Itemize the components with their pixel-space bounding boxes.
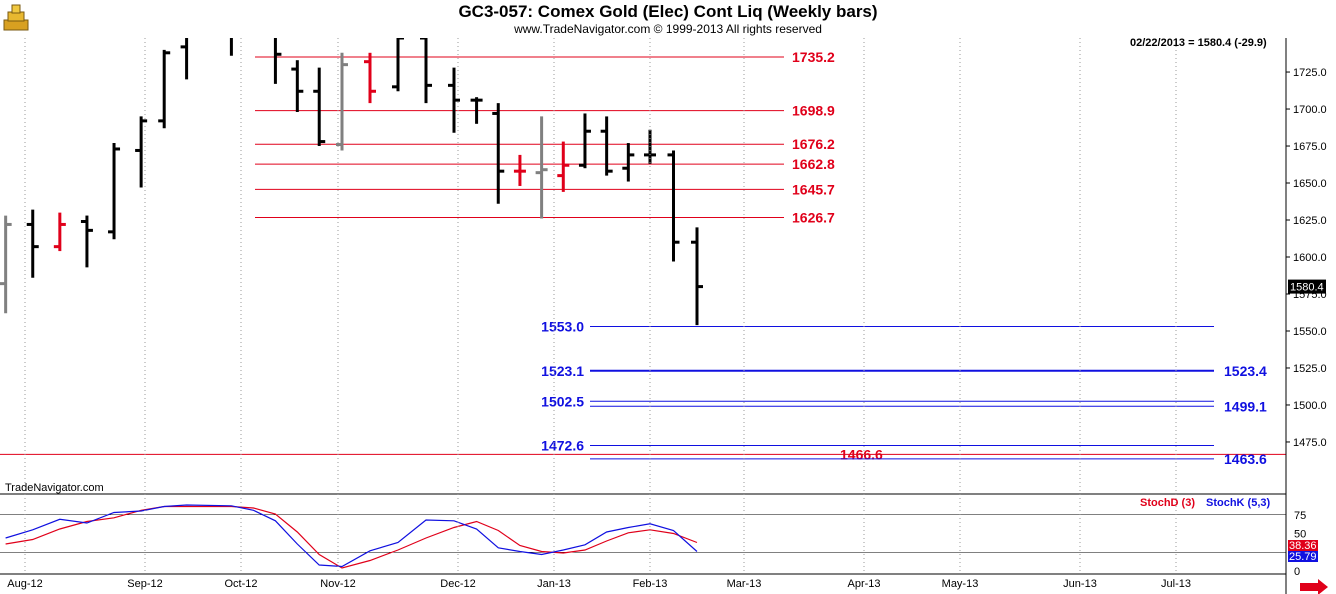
ohlc-bar[interactable] bbox=[667, 150, 680, 262]
ohlc-bar[interactable] bbox=[108, 143, 121, 240]
stoch-tick-label: 50 bbox=[1294, 529, 1306, 541]
ohlc-bar[interactable] bbox=[492, 103, 505, 204]
ohlc-bar[interactable] bbox=[225, 0, 237, 56]
y-tick-label: 1700.0 bbox=[1293, 104, 1327, 116]
ohlc-bar[interactable] bbox=[158, 49, 171, 129]
chart-title: GC3-057: Comex Gold (Elec) Cont Liq (Wee… bbox=[458, 2, 878, 21]
y-tick-label: 1725.0 bbox=[1293, 67, 1327, 79]
y-tick-label: 1600.0 bbox=[1293, 252, 1327, 264]
stochD-legend: StochD (3) bbox=[1140, 497, 1195, 509]
stoch-tick-label: 75 bbox=[1294, 510, 1306, 522]
support-right-label: 1463.6 bbox=[1224, 451, 1267, 467]
ohlc-bar[interactable] bbox=[448, 67, 460, 133]
y-tick-label: 1550.0 bbox=[1293, 326, 1327, 338]
last-price-flag bbox=[1288, 279, 1326, 294]
y-tick-label: 1675.0 bbox=[1293, 141, 1327, 153]
ohlc-bar[interactable] bbox=[420, 31, 432, 104]
x-tick-label: Aug-12 bbox=[7, 578, 42, 590]
ohlc-bar[interactable] bbox=[313, 67, 326, 147]
ohlc-bar[interactable] bbox=[691, 227, 703, 326]
trade-navigator-logo-icon bbox=[3, 4, 29, 31]
y-tick-label: 1650.0 bbox=[1293, 178, 1327, 190]
ohlc-bar[interactable] bbox=[180, 0, 193, 80]
resistance-label: 1645.7 bbox=[792, 181, 835, 197]
watermark-text: TradeNavigator.com bbox=[5, 482, 104, 494]
scroll-right-arrow-icon[interactable] bbox=[1300, 579, 1328, 594]
stoch-tick-label: 0 bbox=[1294, 566, 1300, 578]
x-tick-label: Oct-12 bbox=[224, 578, 257, 590]
x-tick-label: Apr-13 bbox=[847, 578, 880, 590]
chart-header: GC3-057: Comex Gold (Elec) Cont Liq (Wee… bbox=[0, 0, 1336, 38]
ohlc-bar[interactable] bbox=[135, 116, 148, 188]
ohlc-bar[interactable] bbox=[513, 154, 526, 186]
stoch-value-label: 25.79 bbox=[1289, 551, 1317, 563]
ohlc-bar[interactable] bbox=[291, 60, 304, 112]
ohlc-bar[interactable] bbox=[557, 141, 570, 192]
resistance-label: 1676.2 bbox=[792, 136, 835, 152]
ohlc-bar[interactable] bbox=[0, 215, 12, 314]
x-tick-label: Jan-13 bbox=[537, 578, 571, 590]
x-tick-label: Feb-13 bbox=[633, 578, 668, 590]
ohlc-bar[interactable] bbox=[53, 212, 66, 252]
resistance-label: 1466.6 bbox=[840, 446, 883, 462]
y-tick-label: 1475.0 bbox=[1293, 437, 1327, 449]
ohlc-bar[interactable] bbox=[392, 32, 404, 92]
ohlc-bar[interactable] bbox=[535, 116, 548, 219]
support-label: 1502.5 bbox=[541, 393, 584, 409]
stoch-series-line bbox=[5, 504, 698, 568]
last-quote-text: 02/22/2013 = 1580.4 (-29.9) bbox=[1130, 37, 1267, 49]
ohlc-bar[interactable] bbox=[248, 0, 260, 38]
support-right-label: 1499.1 bbox=[1224, 398, 1267, 414]
support-label: 1472.6 bbox=[541, 438, 584, 454]
axes: Aug-12 Sep-12 Oct-12 Nov-12 Dec-12 Jan-13 Feb-… bbox=[0, 38, 1328, 594]
x-tick-label: Jun-13 bbox=[1063, 578, 1097, 590]
stoch-value-flag bbox=[1288, 540, 1318, 551]
ohlc-bar[interactable] bbox=[600, 116, 613, 176]
ohlc-bar[interactable] bbox=[622, 143, 635, 182]
x-tick-label: Sep-12 bbox=[127, 578, 162, 590]
x-tick-label: Mar-13 bbox=[727, 578, 762, 590]
ohlc-bar[interactable] bbox=[578, 113, 591, 169]
x-tick-label: May-13 bbox=[942, 578, 979, 590]
support-label: 1523.1 bbox=[541, 363, 584, 379]
x-tick-label: Nov-12 bbox=[320, 578, 355, 590]
stoch-value-flag bbox=[1288, 551, 1318, 562]
resistance-label: 1735.2 bbox=[792, 49, 835, 65]
ohlc-bar[interactable] bbox=[470, 97, 483, 124]
last-price-label: 1580.4 bbox=[1290, 282, 1324, 294]
ohlc-bar[interactable] bbox=[336, 52, 348, 151]
y-tick-label: 1525.0 bbox=[1293, 363, 1327, 375]
stoch-series-line bbox=[5, 505, 698, 569]
resistance-label: 1626.7 bbox=[792, 209, 835, 225]
copyright-text: www.TradeNavigator.com © 1999-2013 All r… bbox=[514, 22, 822, 36]
x-tick-label: Jul-13 bbox=[1161, 578, 1191, 590]
stochastic-pane[interactable]: StochD (3) StochK (5,3) bbox=[0, 497, 1286, 569]
y-tick-label: 1625.0 bbox=[1293, 215, 1327, 227]
support-label: 1553.0 bbox=[541, 319, 584, 335]
x-tick-label: Dec-12 bbox=[440, 578, 475, 590]
ohlc-bar[interactable] bbox=[269, 17, 282, 84]
resistance-label: 1698.9 bbox=[792, 103, 835, 119]
ohlc-bar[interactable] bbox=[26, 209, 39, 278]
price-pane[interactable]: 1735.2 1698.9 1676.2 1662.8 1645.7 1626.7 1466… bbox=[0, 0, 1286, 467]
resistance-label: 1662.8 bbox=[792, 156, 835, 172]
ohlc-bars bbox=[0, 0, 703, 326]
stoch-value-label: 38.36 bbox=[1289, 540, 1317, 552]
ohlc-bar[interactable] bbox=[80, 215, 93, 268]
ohlc-bar[interactable] bbox=[364, 52, 376, 104]
y-tick-label: 1500.0 bbox=[1293, 400, 1327, 412]
support-right-label: 1523.4 bbox=[1224, 363, 1267, 379]
stochK-legend: StochK (5,3) bbox=[1206, 497, 1271, 509]
